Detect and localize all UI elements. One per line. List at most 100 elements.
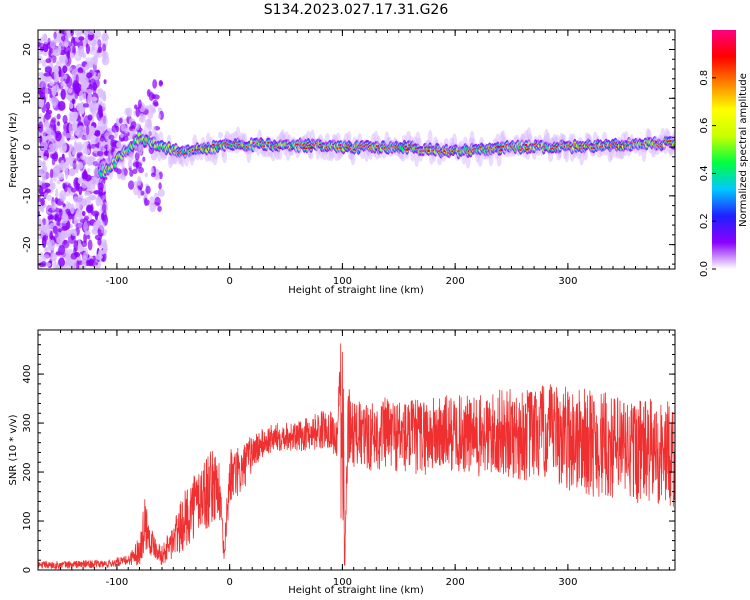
heatmap-cell — [79, 48, 84, 55]
snr-x-tick-label: 0 — [226, 577, 232, 588]
heatmap-cell — [77, 193, 84, 206]
heatmap-cell — [133, 186, 139, 196]
heatmap-cell — [45, 223, 50, 229]
heatmap-cell — [102, 50, 107, 63]
heatmap-cell — [85, 57, 92, 63]
heatmap-cell — [159, 80, 164, 86]
heatmap-cell — [43, 33, 47, 42]
heatmap-cell — [71, 187, 77, 193]
heatmap-cell — [127, 159, 133, 169]
heatmap-cell — [157, 188, 165, 197]
colorbar-tick-label: 0.0 — [699, 261, 710, 277]
heatmap-cell — [346, 131, 352, 143]
heatmap-cell — [98, 221, 105, 231]
heatmap-cell — [39, 90, 46, 100]
colorbar-tick-label: 0.8 — [699, 70, 710, 86]
snr-series — [38, 343, 675, 570]
heatmap-cell — [120, 133, 124, 139]
heatmap-cell — [152, 94, 160, 100]
heatmap-cell — [62, 239, 70, 249]
heatmap-cell — [48, 143, 56, 150]
heatmap-cell — [120, 155, 126, 166]
heatmap-cell — [134, 104, 138, 110]
heatmap-cell — [120, 174, 127, 181]
heatmap-cell — [59, 231, 65, 243]
heatmap-cell — [41, 59, 47, 67]
heatmap-cell — [38, 222, 42, 232]
heatmap-cell — [60, 266, 65, 269]
heatmap-cell — [73, 111, 78, 121]
heatmap-cell — [157, 113, 161, 120]
heatmap-cell — [62, 182, 66, 189]
heatmap-cell — [427, 129, 433, 148]
heatmap-cell — [40, 204, 45, 213]
heatmap-cell — [102, 102, 107, 112]
snr-y-tick-label: 0 — [22, 567, 33, 573]
heatmap-cell — [49, 252, 57, 262]
heatmap-cell — [45, 188, 52, 193]
heatmap-cell — [149, 196, 155, 206]
heatmap-cell — [150, 172, 156, 178]
heatmap-cell — [62, 114, 68, 124]
heatmap-cell — [89, 49, 97, 56]
heatmap-x-tick-label: 200 — [446, 276, 465, 287]
heatmap-cell — [65, 167, 69, 180]
colorbar-gradient — [712, 30, 736, 269]
snr-x-axis-label: Height of straight line (km) — [288, 585, 424, 596]
snr-frame — [37, 329, 676, 571]
heatmap-cell — [97, 38, 102, 48]
heatmap-cell — [94, 130, 101, 137]
heatmap-cell — [64, 41, 69, 48]
heatmap-cell — [98, 143, 103, 150]
heatmap-cell — [86, 72, 93, 79]
heatmap-cell — [56, 179, 61, 185]
heatmap-cell — [38, 169, 44, 178]
heatmap-cell — [100, 242, 107, 247]
heatmap-cell — [138, 115, 146, 123]
heatmap-cell — [67, 88, 73, 94]
heatmap-cell — [54, 217, 62, 222]
heatmap-cell — [60, 88, 66, 100]
heatmap-cell — [38, 159, 43, 168]
heatmap-x-axis-label: Height of straight line (km) — [288, 285, 424, 296]
heatmap-cell — [83, 221, 88, 233]
heatmap-cell — [83, 30, 89, 37]
heatmap-cell — [86, 125, 90, 136]
heatmap-cell — [101, 203, 107, 213]
heatmap-cell — [44, 246, 52, 252]
heatmap-cell — [39, 81, 46, 91]
heatmap-cell — [66, 30, 70, 37]
heatmap-cell — [59, 145, 67, 154]
heatmap-cell — [54, 84, 60, 90]
heatmap-cell — [583, 148, 589, 161]
heatmap-cell — [277, 148, 283, 160]
heatmap-cell — [76, 103, 83, 112]
heatmap-cell — [60, 35, 66, 42]
heatmap-cell — [92, 210, 100, 217]
heatmap-cell — [85, 43, 91, 55]
heatmap-cell — [43, 40, 48, 45]
heatmap-cell — [401, 135, 407, 143]
heatmap-cell — [78, 186, 83, 195]
heatmap-cell — [56, 221, 61, 227]
heatmap-cell — [49, 168, 54, 179]
heatmap-cell — [78, 90, 84, 102]
heatmap-cell — [102, 193, 107, 204]
heatmap-cell — [45, 101, 51, 110]
heatmap-cell — [38, 113, 44, 125]
heatmap-cell — [38, 185, 44, 196]
snr-y-tick-label: 100 — [22, 511, 33, 530]
snr-y-ticks: 0 100 200 300 400 — [22, 334, 675, 573]
heatmap-cell — [108, 134, 115, 140]
colorbar: 0.0 0.2 0.4 0.6 0.8 Normalized spectral ampl… — [699, 30, 749, 277]
heatmap-cell — [60, 159, 65, 170]
heatmap-cell — [49, 230, 54, 240]
snr-y-tick-label: 200 — [22, 462, 33, 481]
heatmap-cell — [157, 205, 162, 212]
heatmap-cell — [39, 76, 44, 83]
heatmap-cell — [62, 65, 68, 74]
heatmap-cell — [115, 160, 121, 169]
heatmap-cell — [97, 72, 101, 79]
heatmap-cell — [101, 228, 108, 235]
